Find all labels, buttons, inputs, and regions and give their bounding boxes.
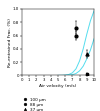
X-axis label: Air velocity (m/s): Air velocity (m/s) — [39, 84, 77, 88]
Y-axis label: Re-entrained Frac. (%): Re-entrained Frac. (%) — [8, 18, 12, 67]
Legend: 100 μm, 88 μm, 37 μm, 7.5 μm, 5 μm: 100 μm, 88 μm, 37 μm, 7.5 μm, 5 μm — [20, 98, 46, 111]
